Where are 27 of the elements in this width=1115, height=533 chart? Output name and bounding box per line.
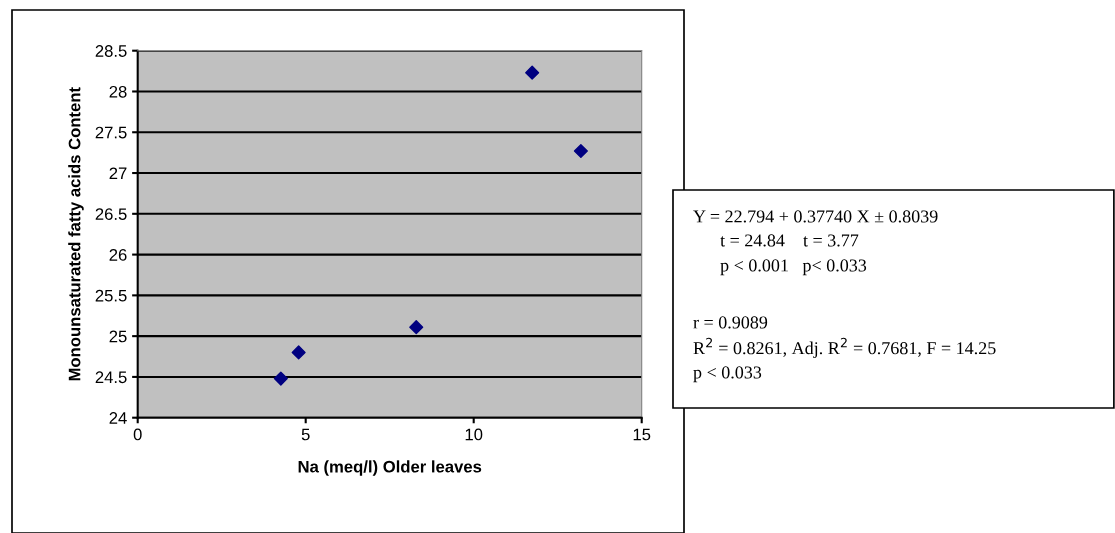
y-tick-label: 24: [109, 412, 127, 424]
point: [573, 143, 588, 159]
y-tick-label: 27.5: [95, 126, 127, 139]
y-tick-label: 26: [109, 248, 127, 261]
y-tick-label: 27: [109, 167, 127, 180]
y-tick-label: 26.5: [95, 208, 127, 221]
text: r = 0.9089: [693, 316, 768, 329]
y-tick-label: 25.5: [95, 289, 127, 302]
text: p < 0.001 p< 0.033: [720, 259, 867, 276]
text: p < 0.033: [693, 366, 762, 383]
x-axis-title: Na (meq/l) Older leaves: [298, 460, 482, 476]
point: [273, 371, 288, 386]
y-tick-label: 25: [109, 330, 127, 343]
y-tick-label: 24.5: [95, 371, 127, 384]
point: [409, 320, 424, 335]
point: [525, 65, 540, 80]
y-tick-label: 28.5: [95, 45, 127, 57]
x-tick-label: 5: [301, 428, 310, 441]
x-tick-label: 10: [465, 428, 483, 441]
x-tick-label: 15: [633, 428, 651, 441]
y-axis-title: Monounsaturated fatty acids Content: [68, 87, 84, 381]
text: Y = 22.794 + 0.37740 X ± 0.8039: [693, 210, 938, 223]
text: R$^{2}$ = 0.8261, Adj. R$^{2}$ = 0.7681, F = 14.25: [693, 337, 996, 358]
x-tick-label: 0: [133, 428, 142, 441]
text: t = 24.84 t = 3.77: [720, 234, 859, 247]
point: [291, 345, 306, 360]
y-tick-label: 28: [109, 85, 127, 98]
